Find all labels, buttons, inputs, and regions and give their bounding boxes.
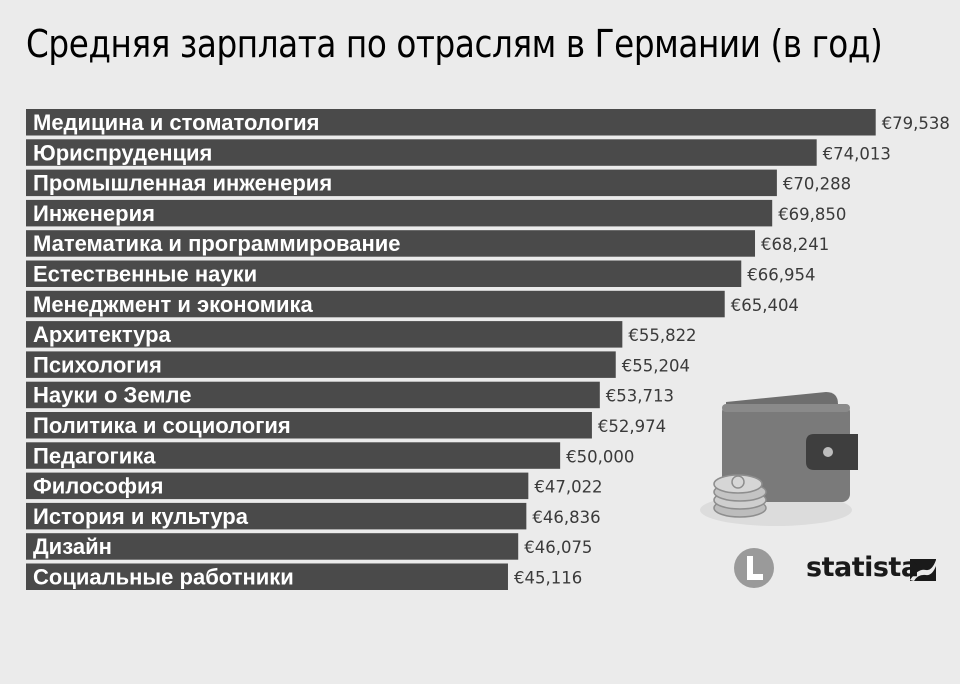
bar (26, 502, 527, 530)
category-label: Менеджмент и экономика (33, 292, 314, 317)
value-label: €79,538 (882, 114, 950, 133)
badge-l-icon (734, 548, 774, 588)
statista-logo-icon (910, 559, 936, 581)
category-label: Промышленная инженерия (33, 171, 332, 196)
bar (26, 109, 876, 136)
value-label: €69,850 (778, 205, 846, 224)
value-label: €46,075 (524, 538, 592, 557)
coins-icon (713, 474, 767, 518)
category-label: Психология (33, 352, 162, 377)
bar (26, 169, 777, 197)
bar (26, 412, 592, 439)
bar (26, 230, 756, 257)
bar (26, 381, 600, 409)
value-label: €46,836 (532, 508, 600, 527)
value-label: €53,713 (606, 387, 674, 406)
bar (26, 563, 508, 590)
value-label: €45,116 (514, 569, 582, 588)
category-label: История и культура (33, 504, 249, 529)
category-label: Политика и социология (33, 413, 291, 438)
value-label: €65,404 (731, 296, 799, 315)
value-label: €47,022 (534, 478, 602, 497)
value-label: €74,013 (823, 144, 891, 163)
bar (26, 290, 725, 318)
category-label: Медицина и стоматология (33, 110, 319, 135)
bar (26, 260, 742, 287)
value-label: €66,954 (747, 266, 815, 285)
category-label: Дизайн (33, 534, 112, 559)
statista-brand-text: statista (806, 552, 919, 583)
value-label: €68,241 (761, 235, 829, 254)
category-label: Архитектура (33, 322, 172, 347)
bar (26, 442, 561, 469)
bar (26, 533, 519, 560)
bar (26, 321, 623, 348)
value-label: €52,974 (598, 417, 666, 436)
category-label: Социальные работники (33, 565, 294, 590)
category-label: Математика и программирование (33, 231, 401, 256)
bar (26, 472, 529, 500)
value-label: €55,204 (622, 356, 690, 375)
value-label: €50,000 (566, 447, 634, 466)
category-label: Естественные науки (33, 262, 257, 287)
category-label: Юриспруденция (33, 140, 212, 165)
bar (26, 199, 773, 227)
category-label: Инженерия (33, 201, 155, 226)
bar (26, 351, 616, 378)
category-label: Педагогика (33, 443, 156, 468)
bar (26, 139, 817, 166)
chart-title: Средняя зарплата по отраслям в Германии … (26, 22, 883, 66)
bars-group: Медицина и стоматология €79,538 Юриспруден… (26, 109, 950, 590)
category-label: Науки о Земле (33, 383, 191, 408)
value-label: €70,288 (783, 175, 851, 194)
value-label: €55,822 (628, 326, 696, 345)
category-label: Философия (33, 474, 163, 499)
